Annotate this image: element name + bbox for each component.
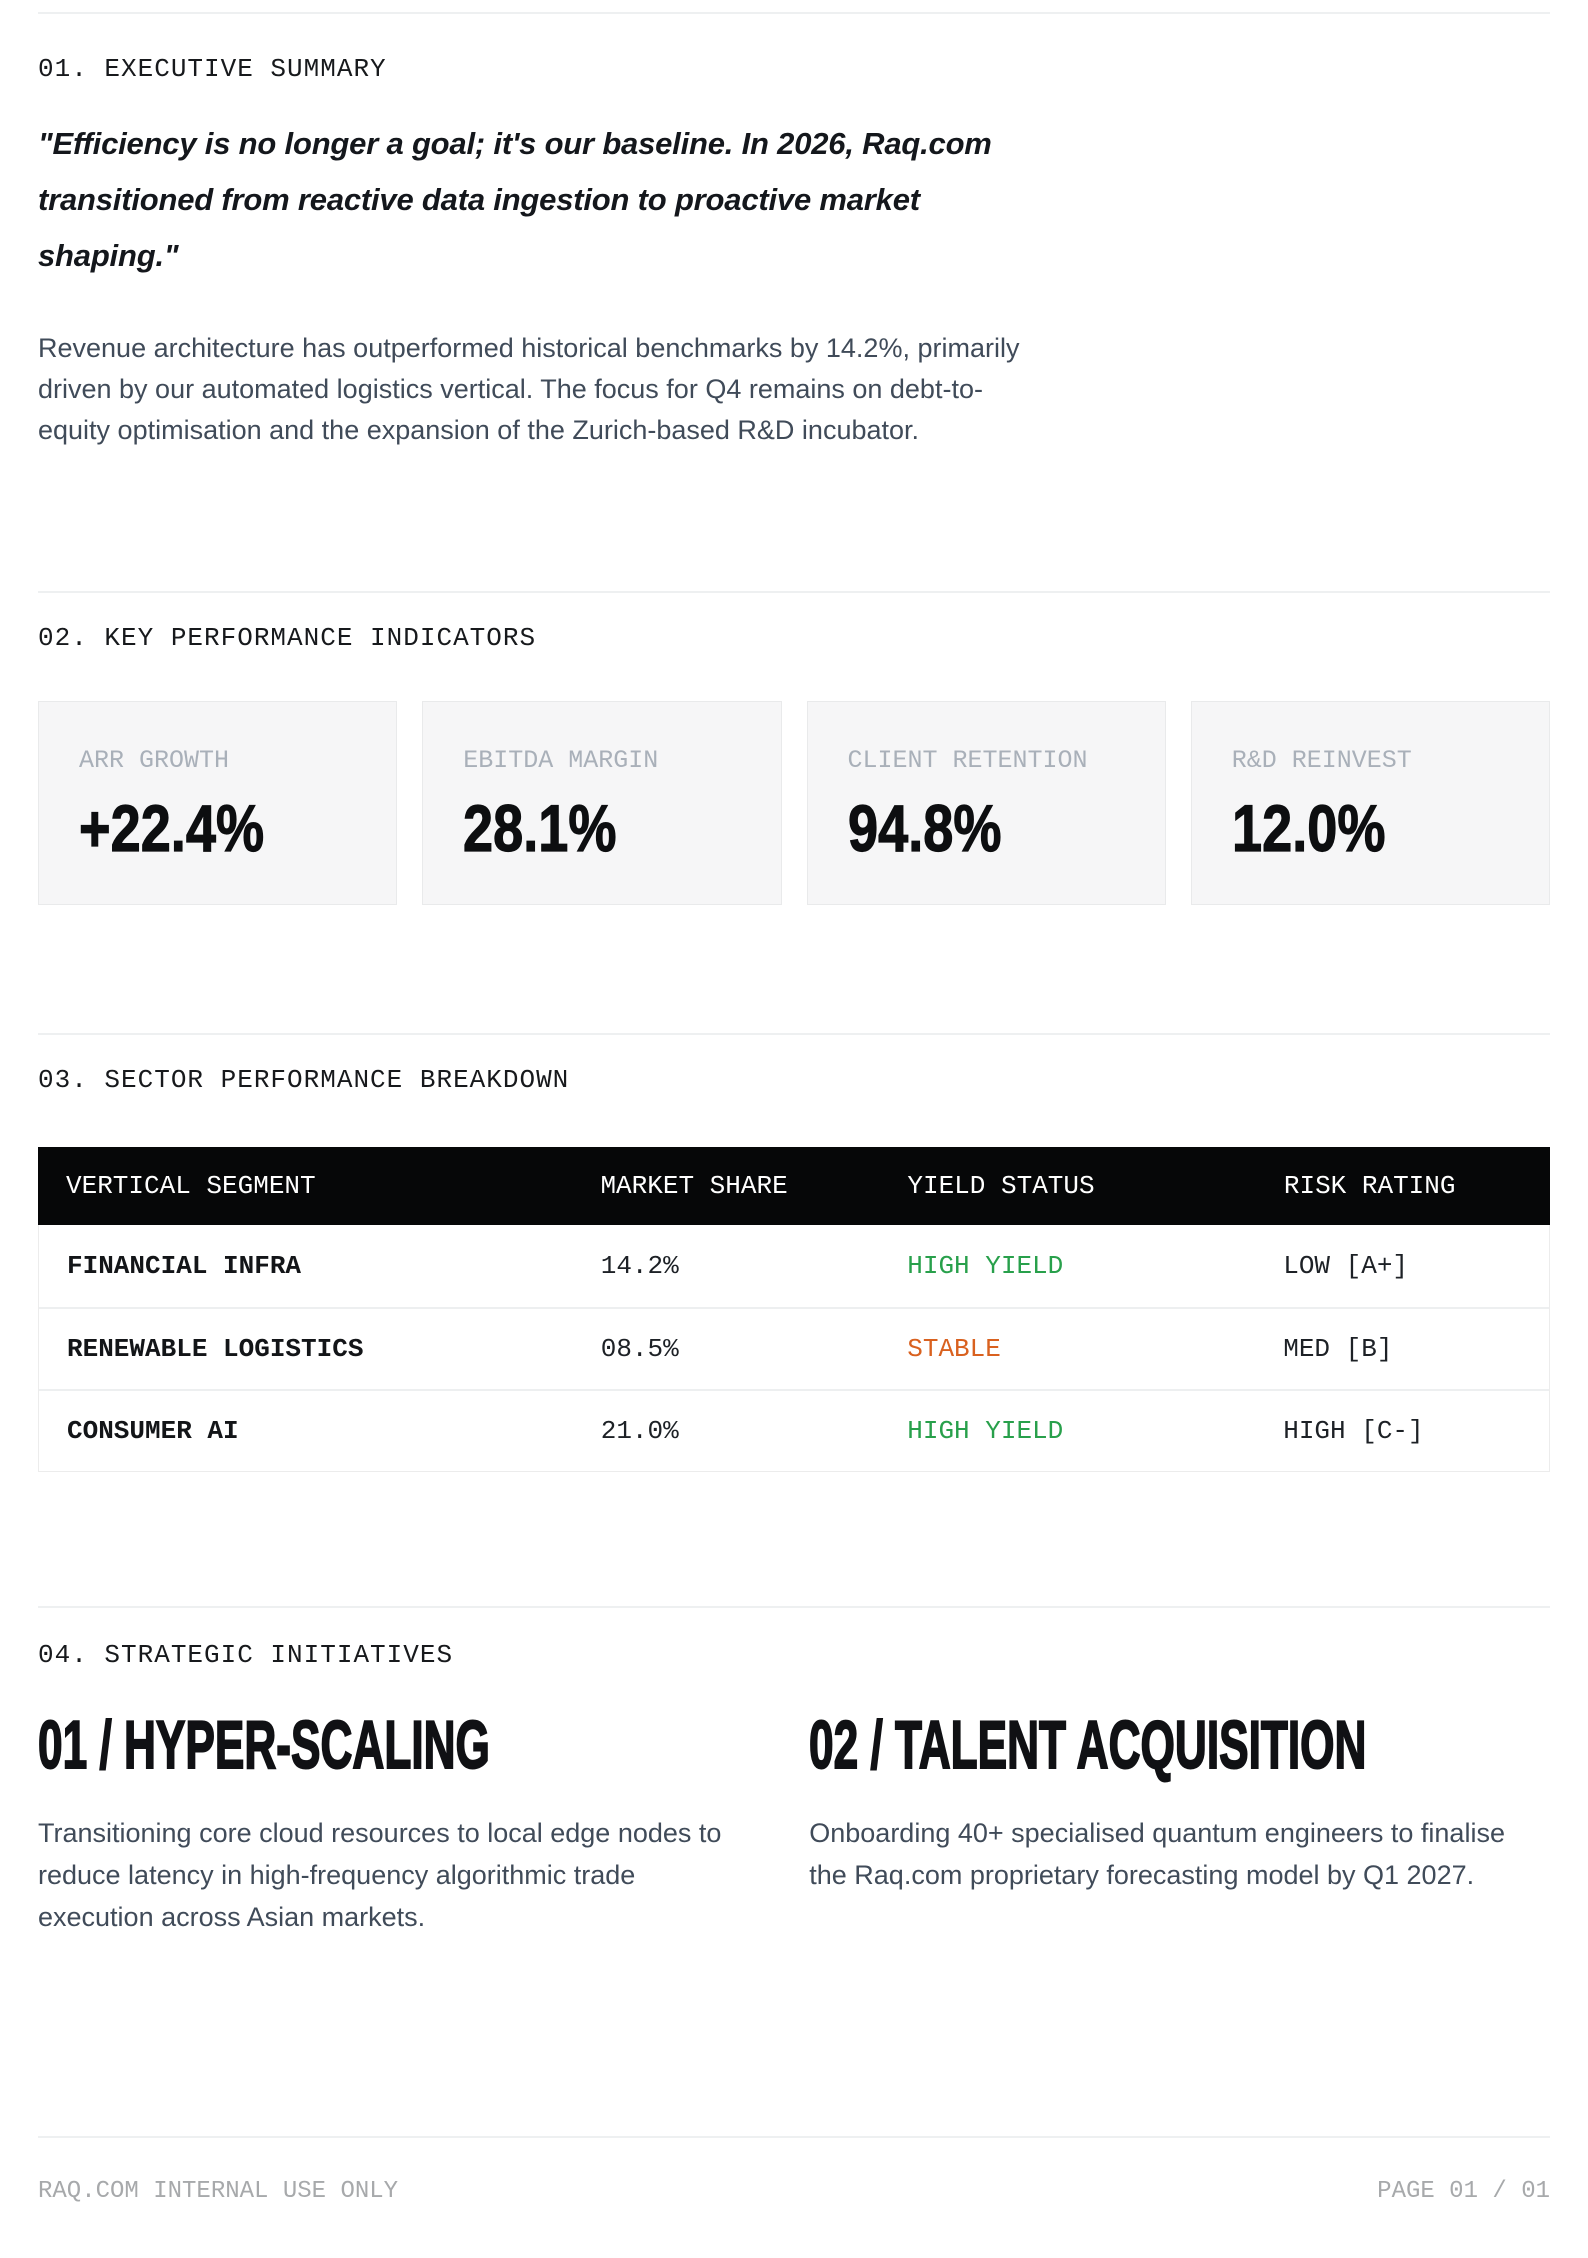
kpi-card-grid: ARR GROWTH +22.4% EBITDA MARGIN 28.1% CL…: [38, 701, 1550, 905]
initiative-description: Transitioning core cloud resources to lo…: [38, 1818, 722, 1932]
kpi-value: +22.4%: [79, 790, 265, 865]
top-divider: [38, 12, 1550, 14]
section-heading-initiatives: 04. STRATEGIC INITIATIVES: [38, 1640, 454, 1670]
column-header-yield-status: YIELD STATUS: [907, 1171, 1095, 1201]
cell-market-share: 21.0%: [600, 1416, 679, 1446]
footer-page-number: PAGE 01 / 01: [1377, 2178, 1550, 2205]
kpi-value: 28.1%: [463, 790, 617, 865]
cell-risk-rating: LOW [A+]: [1283, 1251, 1409, 1281]
section-divider: [38, 591, 1550, 593]
kpi-label: CLIENT RETENTION: [847, 746, 1088, 775]
cell-risk-rating: HIGH [C-]: [1283, 1416, 1424, 1446]
kpi-label: ARR GROWTH: [79, 746, 230, 775]
kpi-card-client-retention: CLIENT RETENTION 94.8%: [806, 701, 1166, 905]
report-page: 01. EXECUTIVE SUMMARY "Efficiency is no …: [0, 12, 1588, 1938]
section-heading-kpi: 02. KEY PERFORMANCE INDICATORS: [38, 623, 537, 653]
initiative-title: 01 / HYPER-SCALING: [37, 1706, 490, 1784]
cell-segment: CONSUMER AI: [67, 1416, 239, 1446]
section-heading-executive-summary: 01. EXECUTIVE SUMMARY: [38, 54, 387, 84]
table-row: CONSUMER AI 21.0% HIGH YIELD HIGH [C-]: [39, 1389, 1549, 1471]
executive-summary-paragraph: Revenue architecture has outperformed hi…: [38, 333, 1020, 445]
cell-yield-status: HIGH YIELD: [907, 1251, 1064, 1281]
table-body: FINANCIAL INFRA 14.2% HIGH YIELD LOW [A+…: [38, 1225, 1550, 1472]
cell-market-share: 08.5%: [600, 1334, 679, 1364]
cell-risk-rating: MED [B]: [1283, 1334, 1393, 1364]
table-row: RENEWABLE LOGISTICS 08.5% STABLE MED [B]: [39, 1307, 1549, 1389]
column-header-vertical-segment: VERTICAL SEGMENT: [66, 1171, 316, 1201]
kpi-card-ebitda-margin: EBITDA MARGIN 28.1%: [422, 701, 782, 905]
initiative-hyper-scaling: 01 / HYPER-SCALING Transitioning core cl…: [37, 1706, 733, 1938]
table-header-row: VERTICAL SEGMENT MARKET SHARE YIELD STAT…: [38, 1147, 1550, 1225]
initiative-talent-acquisition: 02 / TALENT ACQUISITION Onboarding 40+ s…: [809, 1706, 1588, 1938]
sector-performance-table: VERTICAL SEGMENT MARKET SHARE YIELD STAT…: [38, 1147, 1550, 1472]
kpi-value: 12.0%: [1231, 790, 1386, 865]
initiatives-grid: 01 / HYPER-SCALING Transitioning core cl…: [37, 1706, 1550, 1938]
cell-segment: FINANCIAL INFRA: [67, 1251, 302, 1281]
kpi-card-arr-growth: ARR GROWTH +22.4%: [38, 701, 398, 905]
section-divider: [38, 1606, 1550, 1608]
footer-divider: [38, 2136, 1550, 2138]
kpi-value: 94.8%: [847, 790, 1001, 865]
kpi-label: EBITDA MARGIN: [463, 746, 659, 775]
cell-market-share: 14.2%: [600, 1251, 679, 1281]
initiative-description: Onboarding 40+ specialised quantum engin…: [809, 1818, 1505, 1890]
kpi-label: R&D REINVEST: [1231, 746, 1412, 775]
section-heading-sector: 03. SECTOR PERFORMANCE BREAKDOWN: [38, 1065, 570, 1095]
footer-confidentiality-note: RAQ.COM INTERNAL USE ONLY: [38, 2178, 399, 2205]
cell-segment: RENEWABLE LOGISTICS: [67, 1334, 364, 1364]
cell-yield-status: HIGH YIELD: [907, 1416, 1064, 1446]
column-header-market-share: MARKET SHARE: [600, 1171, 788, 1201]
executive-quote: "Efficiency is no longer a goal; it's ou…: [38, 126, 992, 273]
initiative-title: 02 / TALENT ACQUISITION: [809, 1706, 1368, 1784]
cell-yield-status: STABLE: [907, 1334, 1001, 1364]
page-footer: RAQ.COM INTERNAL USE ONLY PAGE 01 / 01: [38, 2136, 1550, 2206]
table-row: FINANCIAL INFRA 14.2% HIGH YIELD LOW [A+…: [39, 1225, 1549, 1307]
kpi-card-rd-reinvest: R&D REINVEST 12.0%: [1190, 701, 1550, 905]
section-divider: [38, 1033, 1550, 1035]
column-header-risk-rating: RISK RATING: [1283, 1171, 1456, 1201]
